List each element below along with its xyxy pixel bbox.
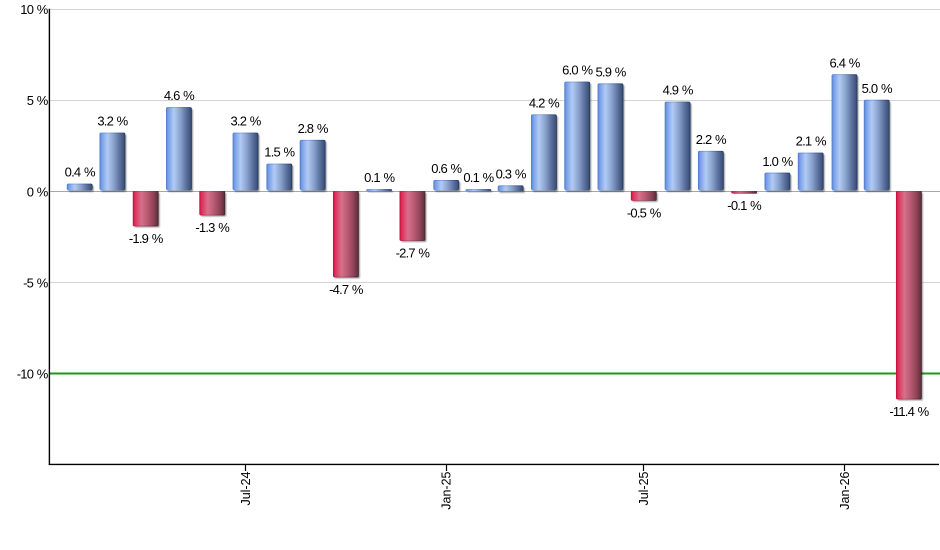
svg-text:Jan-26: Jan-26: [838, 471, 852, 509]
svg-text:0.1 %: 0.1 %: [463, 170, 494, 185]
svg-text:1.5 %: 1.5 %: [264, 145, 295, 160]
svg-text:-0.5 %: -0.5 %: [627, 206, 662, 221]
svg-text:Jan-25: Jan-25: [440, 471, 454, 509]
svg-text:5.9 %: 5.9 %: [595, 65, 626, 80]
svg-text:3.2 %: 3.2 %: [230, 114, 261, 129]
svg-text:-11.4 %: -11.4 %: [889, 404, 929, 419]
svg-text:0.3 %: 0.3 %: [496, 167, 527, 182]
svg-text:0 %: 0 %: [27, 184, 49, 199]
svg-text:4.9 %: 4.9 %: [663, 83, 694, 98]
svg-text:2.8 %: 2.8 %: [298, 121, 329, 136]
svg-text:3.2 %: 3.2 %: [97, 114, 128, 129]
svg-text:0.1 %: 0.1 %: [364, 170, 395, 185]
svg-text:6.4 %: 6.4 %: [829, 55, 860, 70]
svg-text:5.0 %: 5.0 %: [862, 81, 893, 96]
svg-text:6.0 %: 6.0 %: [562, 63, 593, 78]
svg-text:0.4 %: 0.4 %: [65, 165, 96, 180]
svg-text:-5 %: -5 %: [23, 275, 49, 290]
svg-text:10 %: 10 %: [20, 2, 48, 17]
svg-text:Jul-24: Jul-24: [239, 471, 253, 505]
svg-text:0.6 %: 0.6 %: [431, 161, 462, 176]
svg-text:-0.1 %: -0.1 %: [727, 198, 762, 213]
svg-text:-10 %: -10 %: [17, 367, 49, 382]
svg-text:-4.7 %: -4.7 %: [329, 282, 364, 297]
svg-text:-1.9 %: -1.9 %: [129, 231, 164, 246]
svg-text:-2.7 %: -2.7 %: [396, 246, 431, 261]
svg-text:5 %: 5 %: [27, 93, 49, 108]
svg-text:Jul-25: Jul-25: [637, 471, 651, 505]
svg-text:4.2 %: 4.2 %: [529, 96, 560, 111]
svg-text:2.1 %: 2.1 %: [796, 134, 827, 149]
svg-text:-1.3 %: -1.3 %: [195, 220, 230, 235]
svg-text:1.0 %: 1.0 %: [762, 154, 793, 169]
svg-text:2.2 %: 2.2 %: [696, 132, 727, 147]
svg-text:4.6 %: 4.6 %: [164, 88, 195, 103]
